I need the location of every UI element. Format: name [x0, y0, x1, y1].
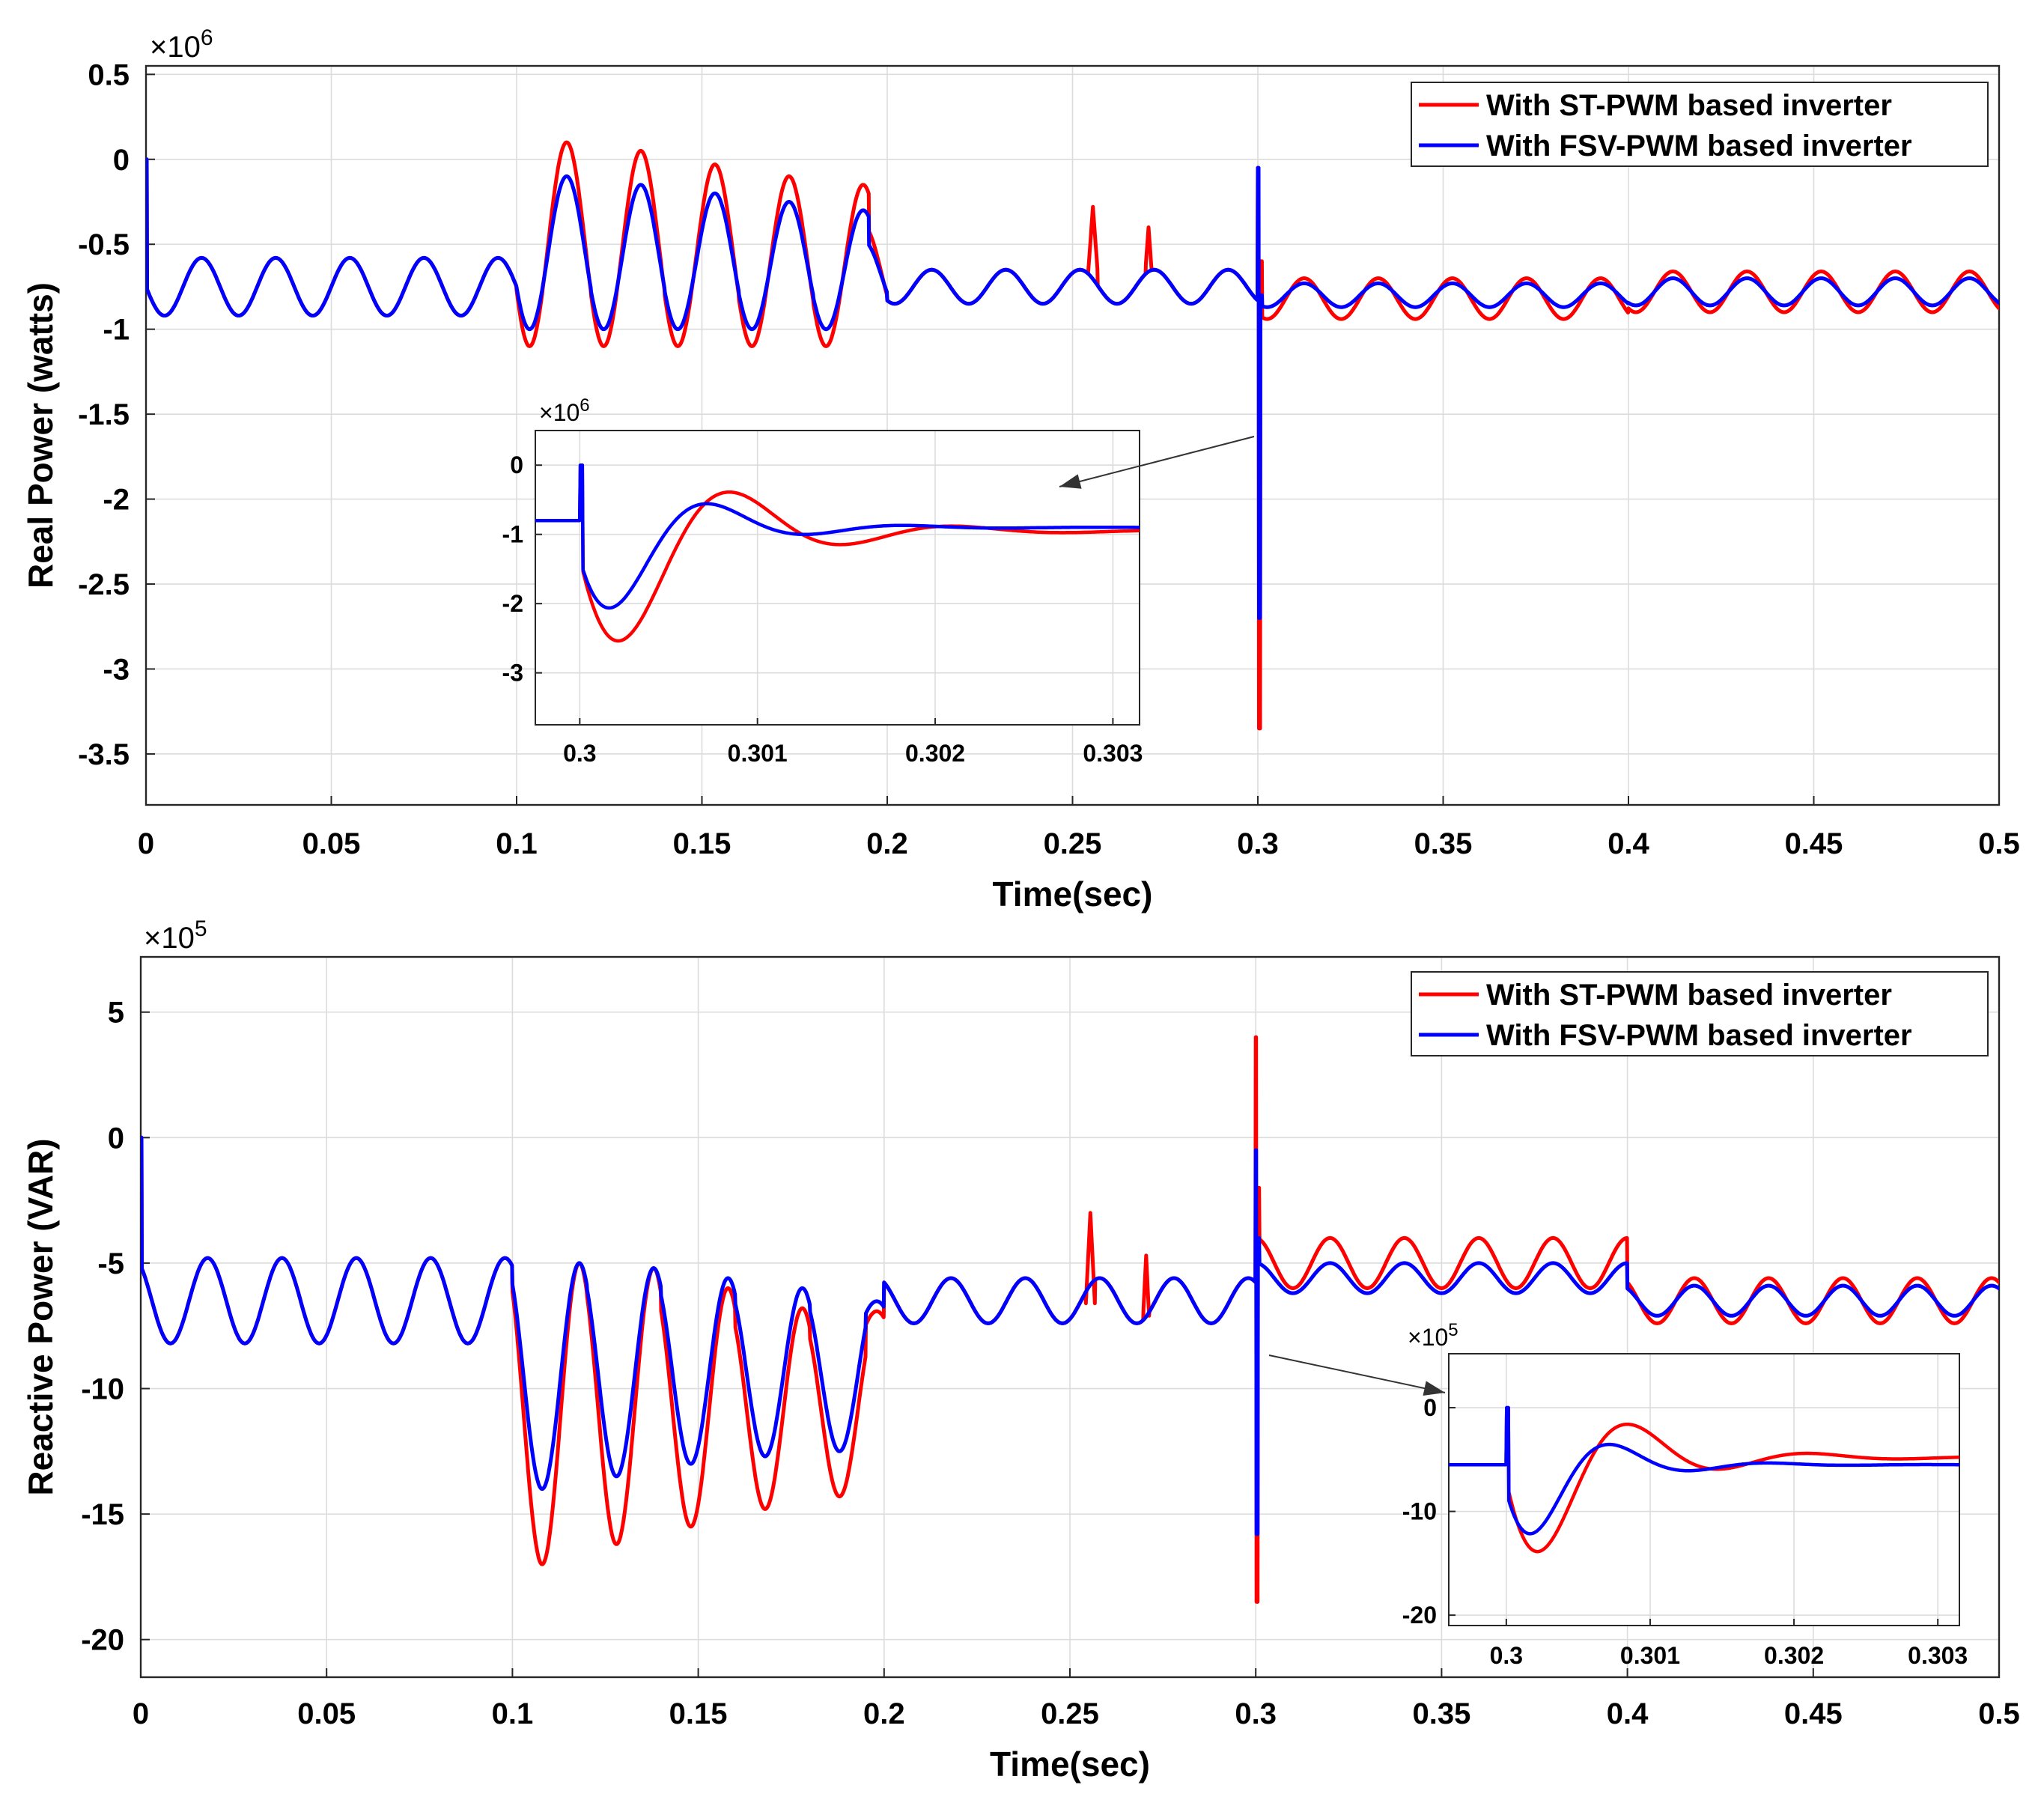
- y-tick-label: 5: [108, 997, 124, 1030]
- zoom-arrow-head: [1059, 474, 1082, 489]
- inset-st-pwm-line: [1449, 1405, 1959, 1554]
- inset-y-tick-label: -3: [502, 660, 523, 687]
- fsv-pwm-series-line: [141, 1135, 1999, 1536]
- y-tick-label: -15: [81, 1498, 124, 1531]
- inset-x-tick-label: 0.302: [1764, 1642, 1824, 1669]
- inset-series-lines: [1449, 1405, 1959, 1554]
- x-tick-label: 0.25: [1044, 827, 1102, 860]
- legend-label-st-pwm: With ST-PWM based inverter: [1486, 979, 1892, 1012]
- inset-st-pwm-line: [535, 463, 1140, 643]
- x-tick-label: 0.5: [1978, 1697, 2020, 1730]
- y-tick-label: -1: [103, 314, 130, 347]
- inset-x-tick-label: 0.303: [1908, 1642, 1968, 1669]
- x-tick-label: 0.3: [1235, 1697, 1277, 1730]
- x-tick-label: 0.1: [496, 827, 538, 860]
- inset-y-tick-label: 0: [1423, 1394, 1437, 1421]
- real-power-panel: 0 0.05 0.1 0.15 0.2 0.25 0.3 0.35 0.4 0.45 0.5 0.5 0…: [21, 25, 2020, 913]
- ticks: 0 0.05 0.1 0.15 0.2 0.25 0.3 0.35 0.4 0.45 0.5 0.5 0…: [78, 58, 2020, 860]
- y-tick-label: -2: [103, 484, 130, 517]
- y-exponent-label: ×105: [144, 916, 207, 955]
- inset-x-tick-label: 0.303: [1083, 740, 1143, 767]
- fsv-pwm-series-line: [146, 157, 1999, 620]
- x-tick-label: 0.45: [1785, 827, 1843, 860]
- inset-plot-area: [1448, 1353, 1960, 1626]
- inset-x-tick-label: 0.301: [728, 740, 788, 767]
- y-exponent-label: ×106: [150, 25, 213, 64]
- y-axis-title: Reactive Power (VAR): [21, 1138, 60, 1495]
- x-tick-label: 0.2: [863, 1697, 905, 1730]
- inset-y-tick-label: -1: [502, 521, 523, 548]
- legend-box: [1411, 971, 1989, 1056]
- x-tick-label: 0: [138, 827, 154, 860]
- x-tick-label: 0.4: [1607, 1697, 1649, 1730]
- x-tick-label: 0.05: [302, 827, 361, 860]
- x-tick-label: 0.4: [1607, 827, 1649, 860]
- legend-box: [1411, 82, 1989, 167]
- inset-x-tick-label: 0.301: [1620, 1642, 1680, 1669]
- inset-x-tick-label: 0.3: [563, 740, 596, 767]
- y-tick-label: -3.5: [78, 738, 130, 771]
- y-tick-label: -1.5: [78, 398, 130, 431]
- zoom-arrow-head: [1423, 1381, 1445, 1396]
- series-lines: [141, 1035, 1999, 1604]
- x-tick-label: 0.35: [1412, 1697, 1470, 1730]
- y-tick-label: -10: [81, 1373, 124, 1406]
- inset-x-tick-label: 0.3: [1490, 1642, 1523, 1669]
- zoom-arrow: [1268, 1354, 1446, 1393]
- x-tick-label: 0.1: [492, 1697, 534, 1730]
- inset-fsv-pwm-line: [535, 463, 1140, 610]
- y-tick-label: 0: [113, 144, 130, 177]
- inset-x-tick-label: 0.302: [905, 740, 965, 767]
- inset-series-lines: [535, 463, 1140, 643]
- y-tick-label: 0.5: [88, 58, 130, 91]
- y-tick-label: 0: [108, 1122, 124, 1155]
- x-tick-label: 0.35: [1414, 827, 1473, 860]
- x-tick-label: 0.15: [673, 827, 731, 860]
- y-axis-title: Real Power (watts): [21, 282, 60, 589]
- x-tick-label: 0: [133, 1697, 149, 1730]
- y-tick-label: -2.5: [78, 568, 130, 601]
- legend-label-fsv-pwm: With FSV-PWM based inverter: [1486, 1019, 1912, 1052]
- x-tick-label: 0.45: [1784, 1697, 1843, 1730]
- inset-y-tick-label: -20: [1402, 1602, 1437, 1629]
- x-tick-label: 0.5: [1978, 827, 2020, 860]
- x-tick-label: 0.05: [297, 1697, 356, 1730]
- inset-frame: [1448, 1353, 1960, 1626]
- inset-y-tick-label: -10: [1402, 1498, 1437, 1525]
- x-axis-title: Time(sec): [990, 1745, 1150, 1784]
- x-tick-label: 0.3: [1237, 827, 1279, 860]
- inset-frame: [535, 430, 1140, 726]
- reactive-power-panel: 0 0.05 0.1 0.15 0.2 0.25 0.3 0.35 0.4 0.45 0.5 5 0 -5…: [21, 916, 2020, 1784]
- inset-y-tick-label: 0: [510, 451, 523, 478]
- x-tick-label: 0.15: [669, 1697, 728, 1730]
- inset-fsv-pwm-line: [1449, 1405, 1959, 1536]
- legend-label-st-pwm: With ST-PWM based inverter: [1486, 89, 1892, 122]
- x-tick-label: 0.2: [866, 827, 908, 860]
- y-tick-label: -3: [103, 653, 130, 686]
- y-tick-label: -5: [97, 1247, 124, 1280]
- inset-y-tick-label: -2: [502, 590, 523, 617]
- x-axis-title: Time(sec): [993, 875, 1153, 913]
- legend-label-fsv-pwm: With FSV-PWM based inverter: [1486, 130, 1912, 162]
- y-tick-label: -0.5: [78, 228, 130, 261]
- x-tick-label: 0.25: [1041, 1697, 1099, 1730]
- series-lines: [146, 140, 1999, 731]
- legend: With ST-PWM based inverter With FSV-PWM b…: [1411, 82, 1989, 167]
- y-tick-label: -20: [81, 1624, 124, 1657]
- legend: With ST-PWM based inverter With FSV-PWM b…: [1411, 971, 1989, 1056]
- ticks: 0 0.05 0.1 0.15 0.2 0.25 0.3 0.35 0.4 0.45 0.5 5 0 -5…: [81, 997, 2020, 1730]
- inset-plot-area: [535, 430, 1140, 726]
- zoom-arrow: [1059, 436, 1255, 487]
